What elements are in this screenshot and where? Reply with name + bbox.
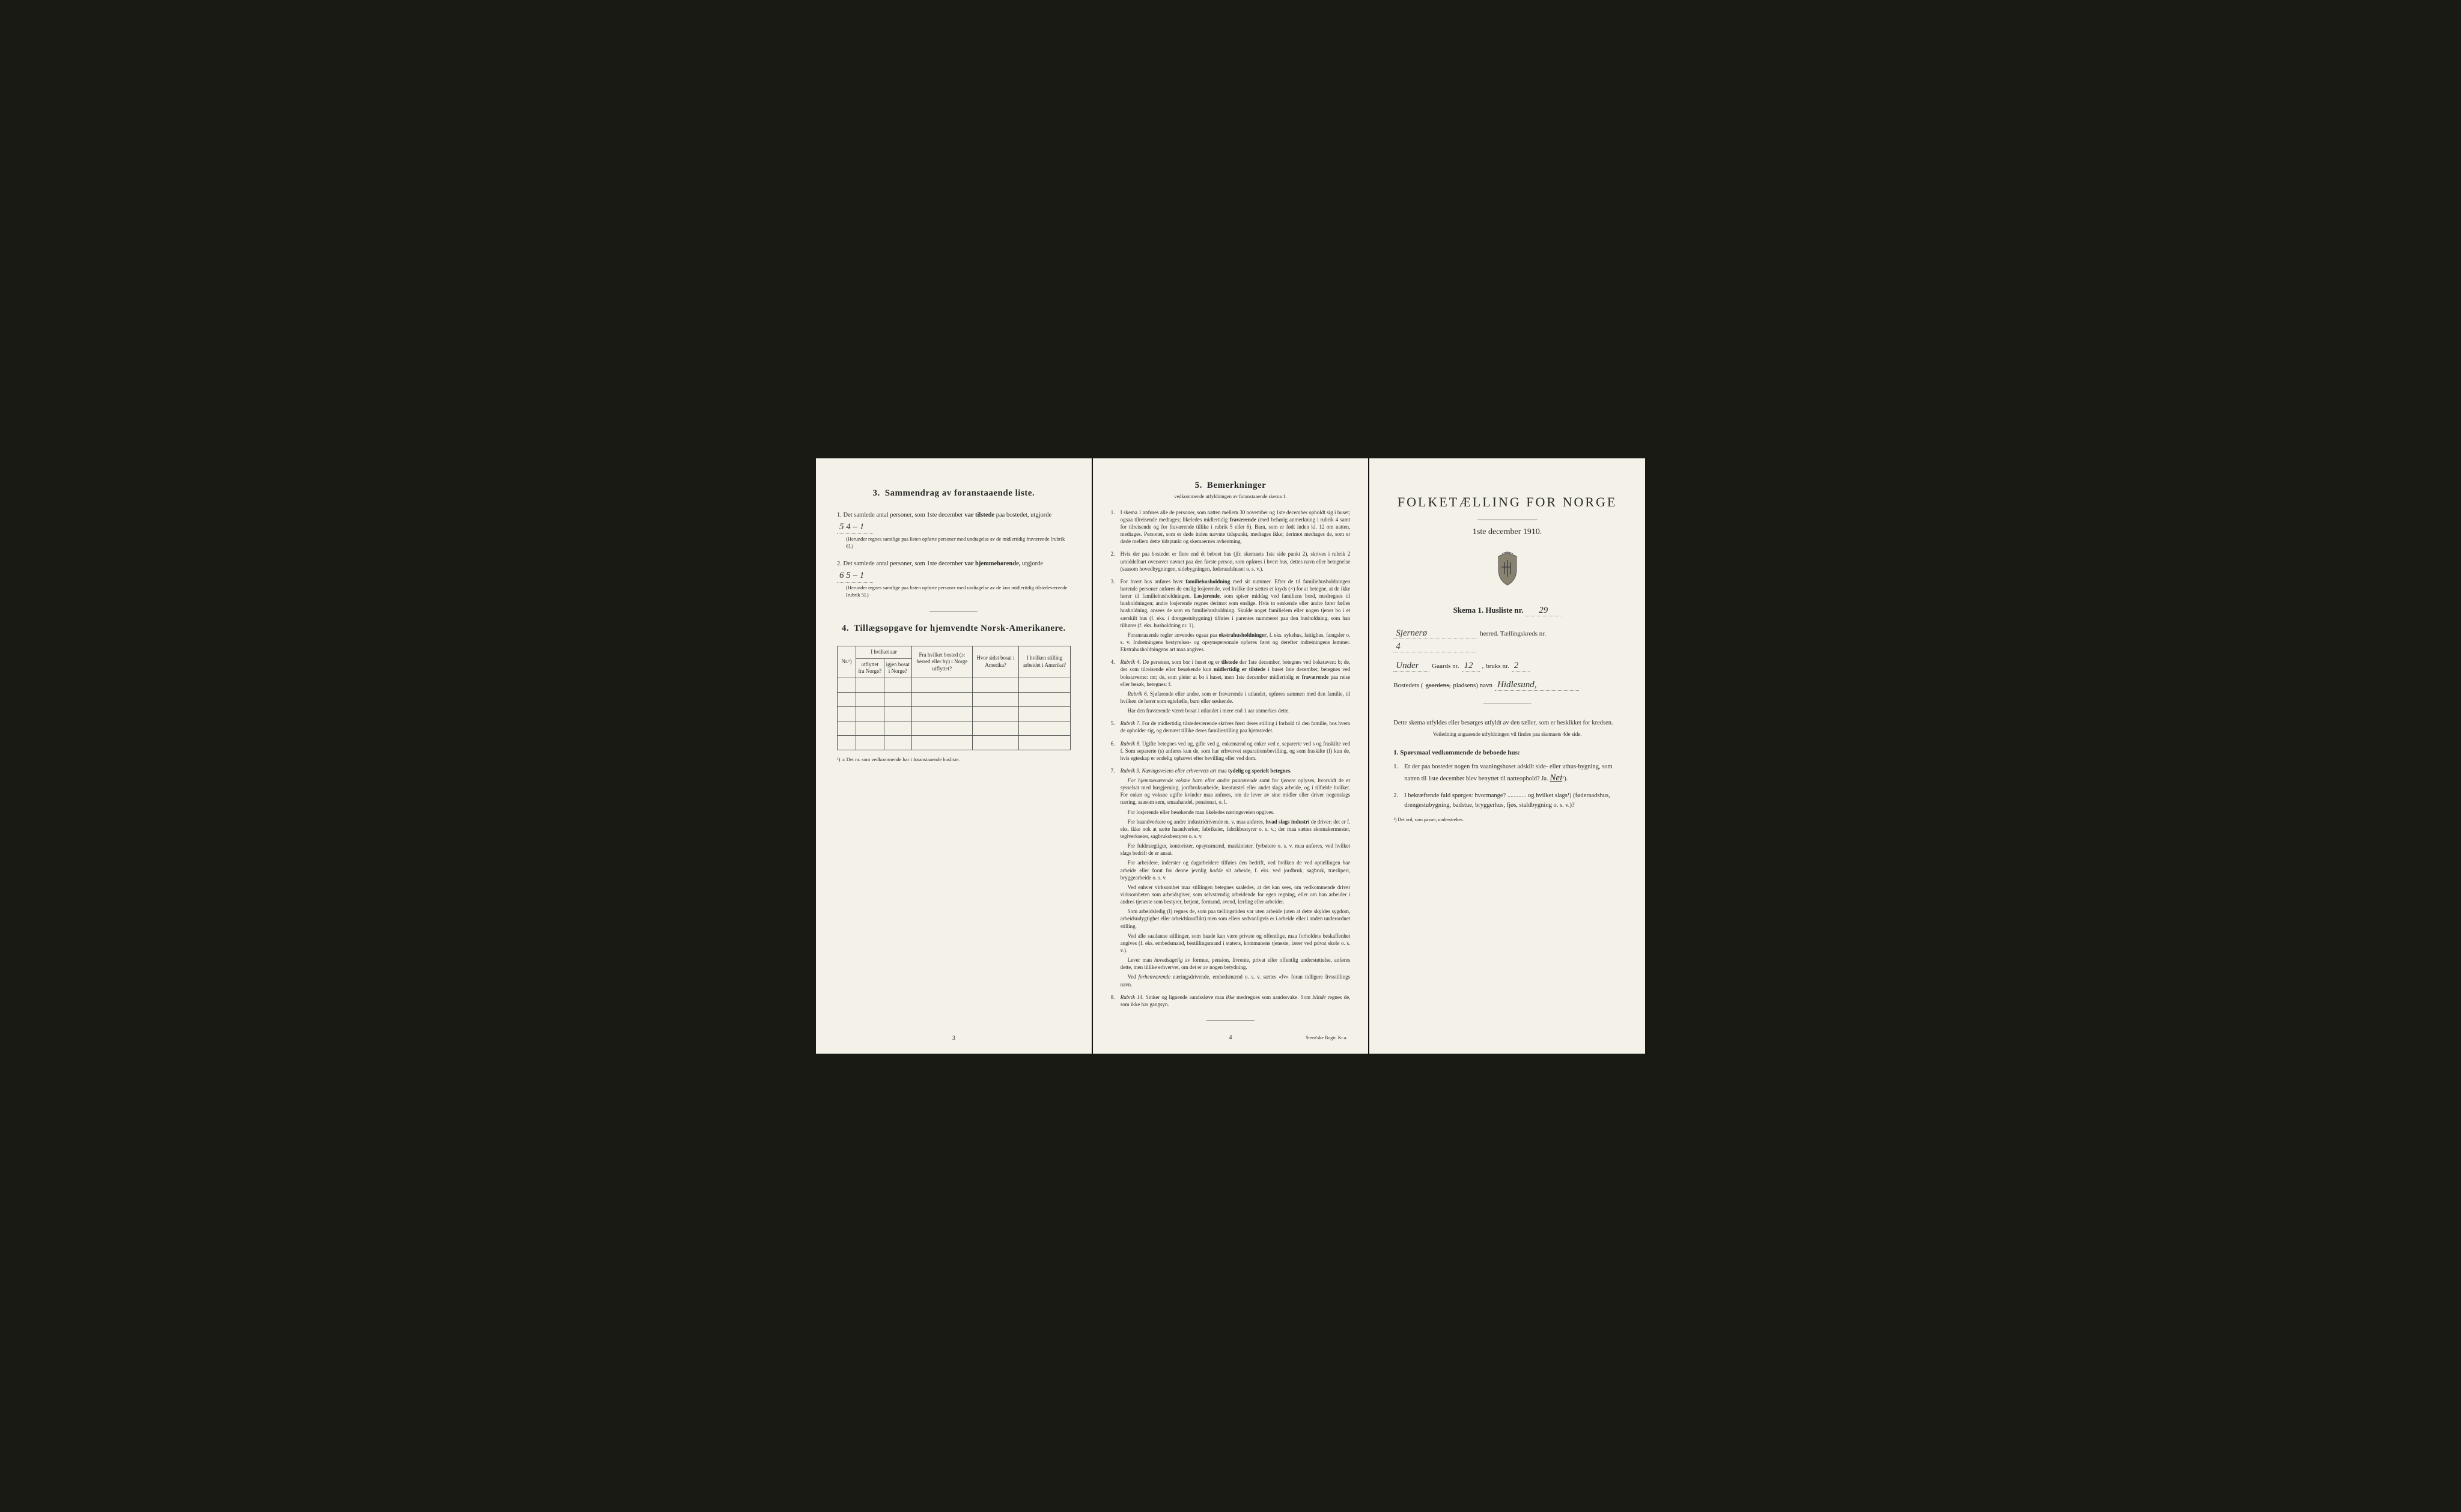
main-title: FOLKETÆLLING FOR NORGE <box>1393 494 1621 510</box>
col-aar: I hvilket aar <box>856 646 912 659</box>
question-1: 1. Er der paa bostedet nogen fra vaaning… <box>1393 762 1621 785</box>
skema-line: Skema 1. Husliste nr. 29 <box>1393 606 1621 616</box>
instruction-item: 6.Rubrik 8. Ugifte betegnes ved ug, gift… <box>1111 740 1351 762</box>
printer-mark: Steen'ske Bogtr. Kr.a. <box>1306 1035 1347 1042</box>
section5-subtitle: vedkommende utfyldningen av foranstaaend… <box>1111 493 1351 500</box>
section3-heading: 3.Sammendrag av foranstaaende liste. <box>837 488 1071 499</box>
table-cell <box>912 721 973 736</box>
gaards-nr: 12 <box>1462 661 1480 672</box>
col-utflyttet: utflyttet fra Norge? <box>856 658 884 678</box>
table-cell <box>972 693 1019 707</box>
gaards-line: Under Gaards nr. 12, bruks nr. 2 <box>1393 661 1621 672</box>
table-row <box>838 707 1071 721</box>
col-stilling: I hvilken stilling arbeidet i Amerika? <box>1019 646 1070 678</box>
item1-note: (Herunder regnes samtlige paa listen opf… <box>846 536 1071 550</box>
tilstede-value: 5 4 – 1 <box>837 520 873 535</box>
table-cell <box>856 678 884 693</box>
table-cell <box>912 693 973 707</box>
guidance-note: Veiledning angaaende utfyldningen vil fi… <box>1393 731 1621 737</box>
table-cell <box>972 721 1019 736</box>
table-cell <box>884 693 912 707</box>
table-cell <box>856 707 884 721</box>
item2-note: (Herunder regnes samtlige paa listen opf… <box>846 584 1071 599</box>
table-cell <box>838 693 856 707</box>
q1-answer: Nei <box>1550 773 1562 783</box>
census-date: 1ste december 1910. <box>1393 527 1621 537</box>
table-row <box>838 721 1071 736</box>
instruction-item: 7.Rubrik 9. Næringsveiens eller erhverve… <box>1111 767 1351 988</box>
table-cell <box>1019 678 1070 693</box>
col-bosat: igjen bosat i Norge? <box>884 658 912 678</box>
end-divider <box>1206 1020 1255 1021</box>
table-row <box>838 736 1071 750</box>
instruction-item: 1.I skema 1 anføres alle de personer, so… <box>1111 509 1351 545</box>
page-left: 3.Sammendrag av foranstaaende liste. 1. … <box>816 458 1092 1054</box>
questions-heading: 1. Spørsmaal vedkommende de beboede hus: <box>1393 749 1621 756</box>
table-cell <box>884 736 912 750</box>
table-cell <box>838 736 856 750</box>
table-cell <box>912 736 973 750</box>
herred-line: Sjernerø herred. Tællingskreds nr. 4 <box>1393 628 1621 652</box>
table-cell <box>1019 721 1070 736</box>
question-2: 2. I bekræftende fald spørges: hvormange… <box>1393 791 1621 810</box>
filler-note: Dette skema utfyldes eller besørges utfy… <box>1393 718 1621 728</box>
table-cell <box>838 721 856 736</box>
table-row <box>838 678 1071 693</box>
col-bosted: Fra hvilket bosted (ɔ: herred eller by) … <box>912 646 973 678</box>
section5-heading: 5.Bemerkninger <box>1111 479 1351 491</box>
under-text: Under <box>1393 661 1429 672</box>
table-cell <box>838 678 856 693</box>
instruction-item: 5.Rubrik 7. For de midlertidig tilstedev… <box>1111 720 1351 734</box>
table-footnote: ¹) ɔ: Det nr. som vedkommende har i fora… <box>837 756 1071 762</box>
page-middle: 5.Bemerkninger vedkommende utfyldningen … <box>1093 458 1369 1054</box>
table-cell <box>912 678 973 693</box>
instruction-item: 8.Rubrik 14. Sinker og lignende aandsslø… <box>1111 994 1351 1008</box>
table-cell <box>856 721 884 736</box>
p3-footnote: ¹) Det ord, som passer, understrekes. <box>1393 817 1621 822</box>
norsk-amerikanere-table: Nr.¹) I hvilket aar Fra hvilket bosted (… <box>837 646 1071 750</box>
hjemmehorende-value: 6 5 – 1 <box>837 569 873 583</box>
bosted-navn: Hidlesund, <box>1495 680 1579 691</box>
section-divider <box>929 611 978 612</box>
page-right: FOLKETÆLLING FOR NORGE 1ste december 191… <box>1369 458 1645 1054</box>
section4-heading: 4.Tillægsopgave for hjemvendte Norsk-Ame… <box>837 624 1071 634</box>
census-document: 3.Sammendrag av foranstaaende liste. 1. … <box>816 458 1645 1054</box>
table-cell <box>884 721 912 736</box>
instruction-item: 3.For hvert hus anføres hver familiehush… <box>1111 578 1351 653</box>
table-cell <box>884 678 912 693</box>
col-amerika: Hvor sidst bosat i Amerika? <box>972 646 1019 678</box>
table-cell <box>838 707 856 721</box>
table-cell <box>972 707 1019 721</box>
table-cell <box>972 736 1019 750</box>
coat-of-arms <box>1393 551 1621 591</box>
table-cell <box>912 707 973 721</box>
table-cell <box>856 736 884 750</box>
instruction-item: 4.Rubrik 4. De personer, som bor i huset… <box>1111 658 1351 714</box>
instructions-list: 1.I skema 1 anføres alle de personer, so… <box>1111 509 1351 1008</box>
summary-item-2: 2. Det samlede antal personer, som 1ste … <box>837 559 1071 599</box>
herred-value: Sjernerø <box>1393 628 1477 639</box>
table-cell <box>1019 693 1070 707</box>
table-cell <box>856 693 884 707</box>
husliste-nr: 29 <box>1526 606 1562 616</box>
col-nr: Nr.¹) <box>838 646 856 678</box>
bruks-nr: 2 <box>1512 661 1530 672</box>
table-cell <box>972 678 1019 693</box>
bosted-line: Bostedets (gaardens, pladsens) navn Hidl… <box>1393 680 1621 691</box>
table-cell <box>884 707 912 721</box>
instruction-item: 2.Hvis der paa bostedet er flere end ét … <box>1111 550 1351 572</box>
kreds-value: 4 <box>1393 642 1477 652</box>
summary-item-1: 1. Det samlede antal personer, som 1ste … <box>837 511 1071 550</box>
page-number-3: 3 <box>952 1035 955 1042</box>
table-cell <box>1019 707 1070 721</box>
page-number-4: 4 <box>1229 1034 1232 1042</box>
table-row <box>838 693 1071 707</box>
table-cell <box>1019 736 1070 750</box>
